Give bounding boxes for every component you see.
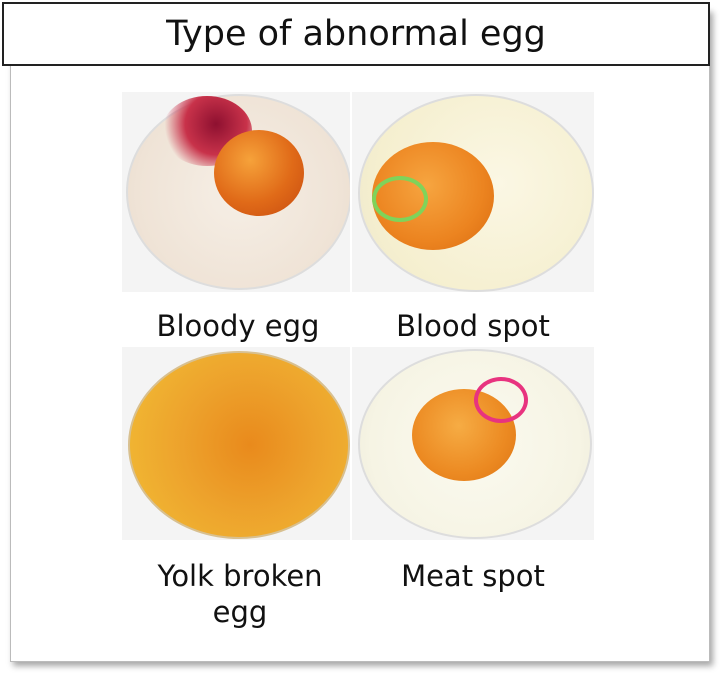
bloody-egg-label: Bloody egg	[156, 309, 320, 343]
yolk-broken-egg-label-line2: egg	[212, 595, 268, 629]
blood-spot-highlight-circle	[372, 176, 428, 222]
figure-title: Type of abnormal egg	[2, 2, 710, 66]
blood-spot-label: Blood spot	[396, 309, 550, 343]
bloody-egg-photo	[122, 92, 350, 292]
meat-spot-label: Meat spot	[401, 559, 545, 593]
yolk-broken-egg-photo	[122, 347, 350, 540]
blood-spot-photo	[352, 92, 594, 292]
meat-spot-highlight-circle	[474, 377, 528, 423]
yolk-broken-egg-label-line1: Yolk broken	[157, 559, 323, 593]
meat-spot-photo	[352, 347, 594, 540]
